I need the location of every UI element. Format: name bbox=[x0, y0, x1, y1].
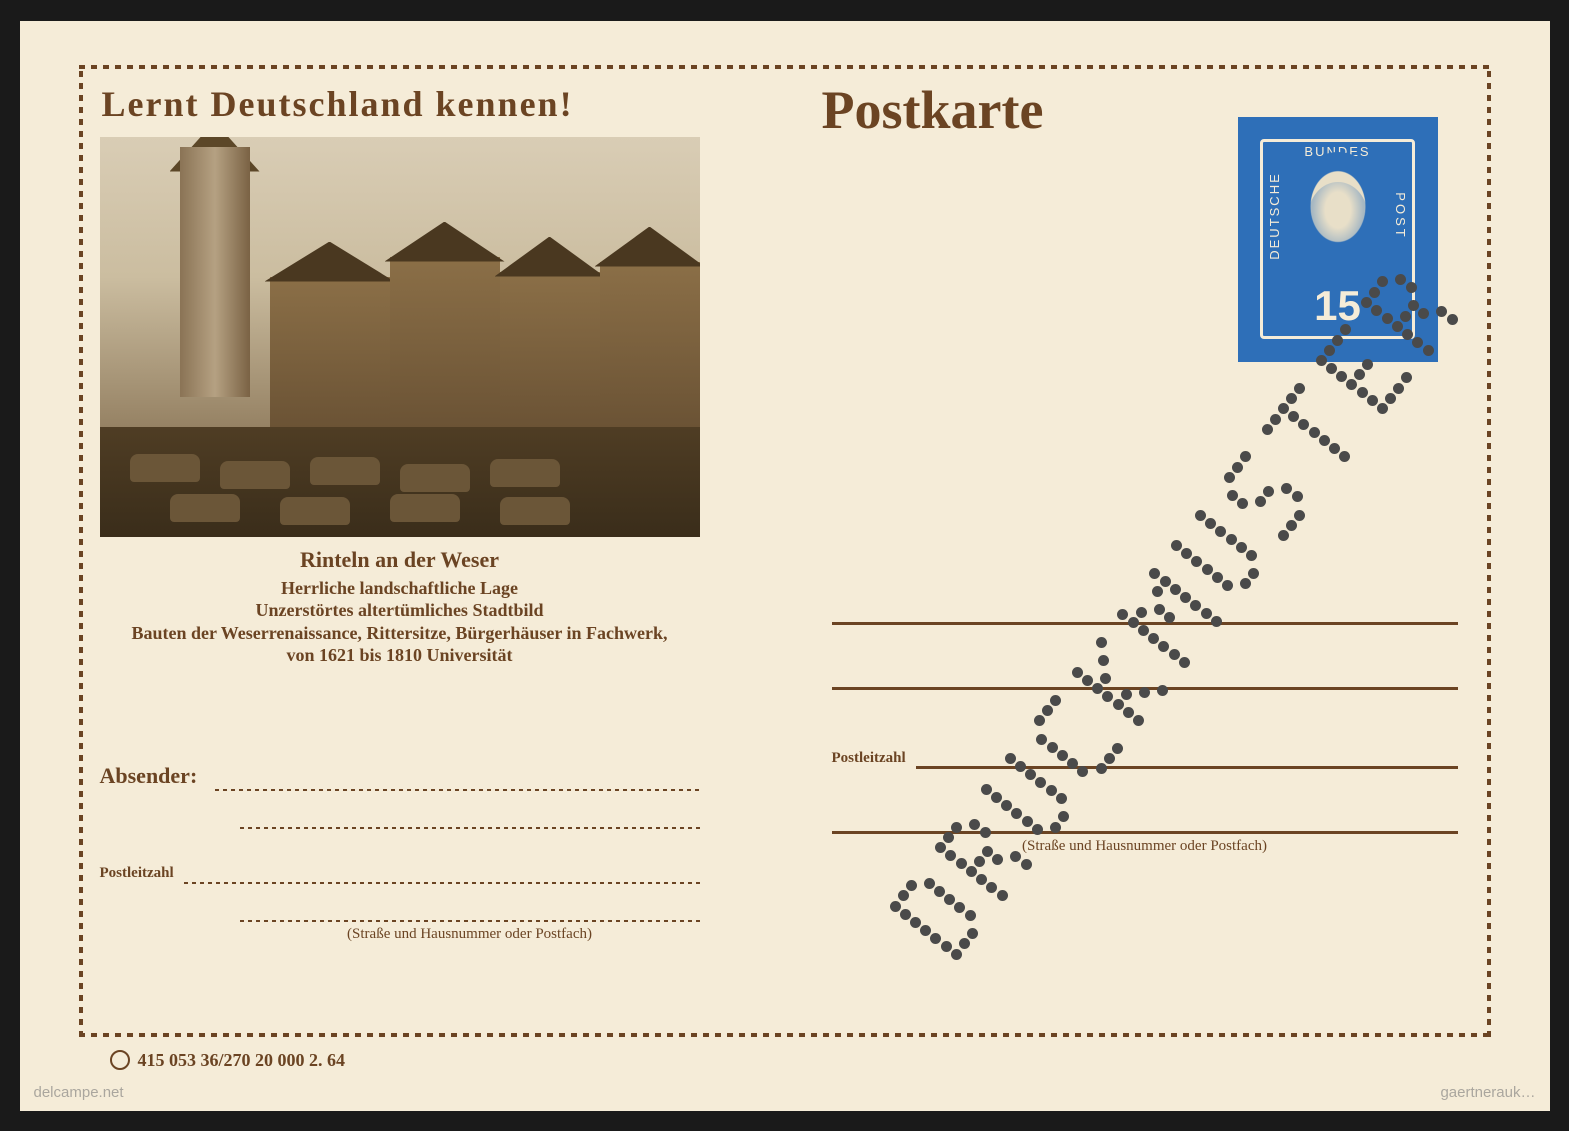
stamp-portrait bbox=[1288, 152, 1388, 282]
sender-block: Absender: Postleitzahl (Straße und Hausn… bbox=[100, 763, 700, 943]
content-area: Lernt Deutschland kennen! Postkarte bbox=[92, 77, 1478, 1025]
street-label: (Straße und Hausnummer oder Postfach) bbox=[832, 838, 1458, 855]
caption-line: Bauten der Weserrenaissance, Rittersitze… bbox=[100, 622, 700, 645]
caption-title: Rinteln an der Weser bbox=[100, 547, 700, 573]
building bbox=[500, 272, 600, 427]
sender-line bbox=[240, 920, 700, 922]
absender-label: Absender: bbox=[100, 763, 198, 791]
posthorn-icon bbox=[110, 1050, 130, 1070]
watermark-right: gaertnerauk… bbox=[1440, 1084, 1535, 1101]
print-code-text: 415 053 36/270 20 000 2. 64 bbox=[138, 1050, 346, 1071]
building-row bbox=[270, 257, 700, 427]
postage-stamp: BUNDES DEUTSCHE POST 15 bbox=[1238, 117, 1438, 362]
caption-line: Herrliche landschaftliche Lage bbox=[100, 577, 700, 600]
print-code: 415 053 36/270 20 000 2. 64 bbox=[110, 1050, 346, 1071]
sender-line bbox=[184, 882, 700, 884]
church-tower bbox=[180, 147, 250, 397]
watermark-left: delcampe.net bbox=[34, 1084, 124, 1101]
postcard: Lernt Deutschland kennen! Postkarte bbox=[20, 21, 1550, 1111]
stamp-text-left: DEUTSCHE bbox=[1267, 172, 1282, 260]
recipient-block: Postleitzahl (Straße und Hausnummer oder… bbox=[832, 622, 1458, 855]
stamp-value: 15 bbox=[1263, 282, 1412, 330]
plz-label: Postleitzahl bbox=[832, 750, 906, 769]
stamp-text-right: POST bbox=[1393, 192, 1408, 239]
caption-line: von 1621 bis 1810 Universität bbox=[100, 644, 700, 667]
building bbox=[600, 262, 700, 427]
recipient-line bbox=[916, 766, 1458, 769]
recipient-line bbox=[832, 687, 1458, 690]
postkarte-heading: Postkarte bbox=[822, 79, 1044, 141]
sender-line bbox=[240, 827, 700, 829]
town-photo bbox=[100, 137, 700, 537]
street-label: (Straße und Hausnummer oder Postfach) bbox=[240, 926, 700, 943]
parking-area bbox=[100, 427, 700, 537]
caption-line: Unzerstörtes altertümliches Stadtbild bbox=[100, 599, 700, 622]
building bbox=[270, 277, 390, 427]
slogan-title: Lernt Deutschland kennen! bbox=[102, 83, 574, 125]
recipient-line bbox=[832, 831, 1458, 834]
plz-label: Postleitzahl bbox=[100, 865, 174, 884]
building bbox=[390, 257, 500, 427]
sender-line bbox=[215, 789, 699, 791]
recipient-line bbox=[832, 622, 1458, 625]
photo-caption: Rinteln an der Weser Herrliche landschaf… bbox=[100, 547, 700, 667]
